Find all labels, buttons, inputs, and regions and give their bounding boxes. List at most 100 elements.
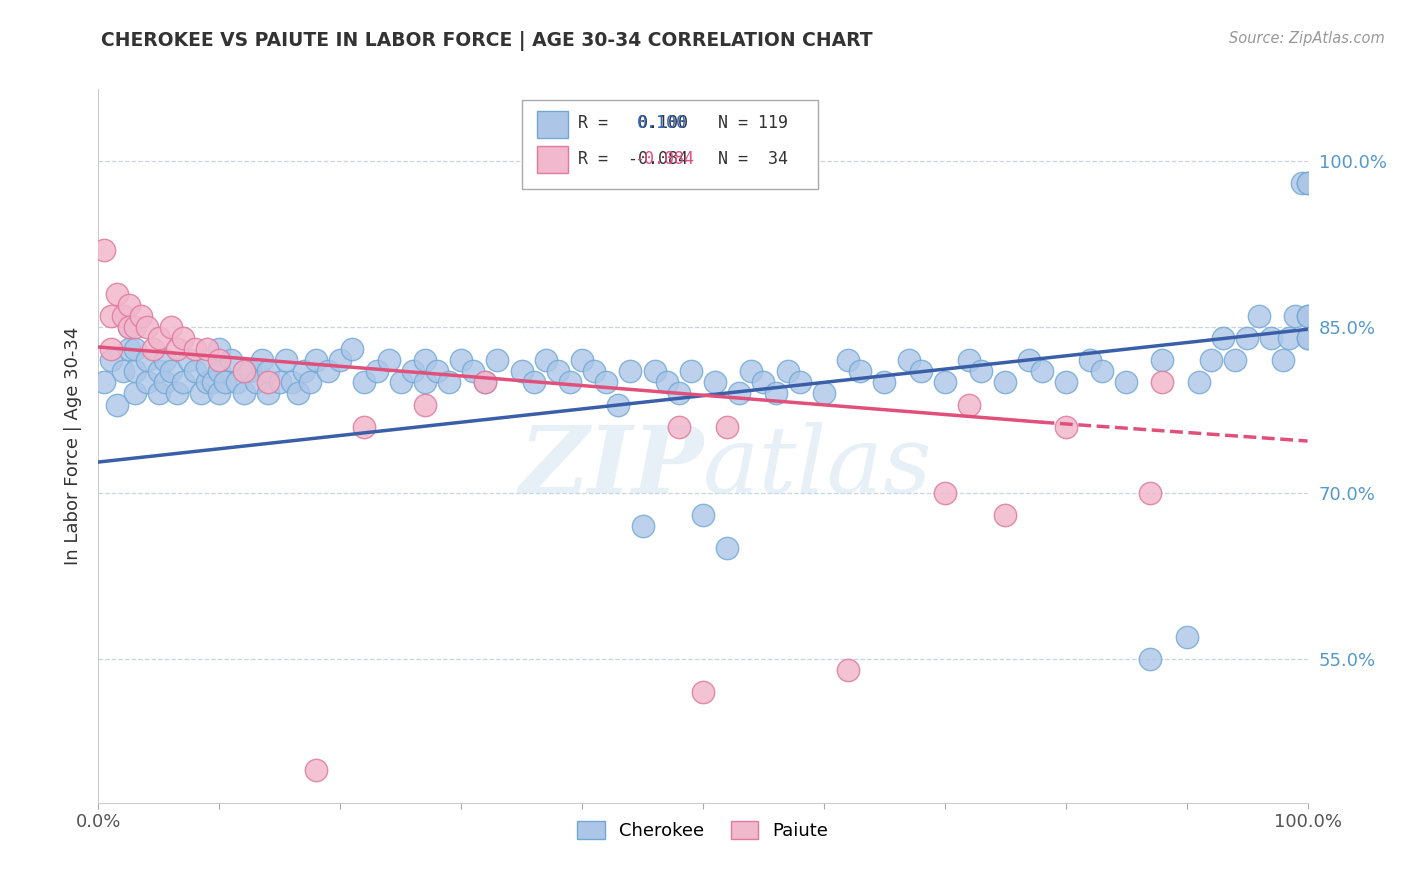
Point (239, 364, 262, 378)
Point (789, 376, 811, 390)
Point (232, 386, 254, 401)
Point (1078, 353, 1101, 368)
Text: R =  -0.084   N =  34: R = -0.084 N = 34 (578, 150, 789, 168)
Point (631, 519, 654, 533)
Point (153, 376, 176, 390)
Point (135, 320, 157, 334)
Point (1260, 331, 1282, 345)
Point (208, 353, 231, 368)
Point (426, 364, 449, 378)
Point (1296, 331, 1319, 345)
Point (111, 309, 134, 323)
Point (450, 353, 472, 368)
Point (202, 376, 225, 390)
Point (716, 541, 738, 556)
Point (135, 353, 157, 368)
Text: CHEROKEE VS PAIUTE IN LABOR FORCE | AGE 30-34 CORRELATION CHART: CHEROKEE VS PAIUTE IN LABOR FORCE | AGE … (101, 31, 873, 51)
Point (195, 359, 218, 373)
Point (366, 364, 388, 378)
Point (837, 663, 859, 677)
Point (1223, 353, 1246, 368)
Point (111, 364, 134, 378)
Point (135, 376, 157, 390)
Point (118, 320, 141, 334)
Point (1152, 353, 1174, 368)
Point (226, 376, 249, 390)
Point (105, 397, 128, 411)
Point (245, 376, 267, 390)
Point (148, 331, 170, 345)
Point (910, 364, 932, 378)
Point (208, 364, 231, 378)
Point (208, 386, 231, 401)
Point (413, 397, 436, 411)
Point (160, 320, 183, 334)
Point (1249, 309, 1271, 323)
Point (221, 353, 243, 368)
Point (1115, 376, 1137, 390)
Point (160, 364, 183, 378)
Point (957, 353, 980, 368)
Point (849, 364, 872, 378)
Point (190, 386, 212, 401)
Point (153, 353, 176, 368)
Point (402, 364, 425, 378)
Point (1278, 331, 1301, 345)
Point (558, 376, 581, 390)
Point (342, 342, 364, 356)
Y-axis label: In Labor Force | Age 30-34: In Labor Force | Age 30-34 (65, 326, 83, 566)
Point (619, 364, 641, 378)
Point (934, 486, 956, 500)
Point (692, 508, 714, 523)
Point (269, 376, 291, 390)
Point (1291, 176, 1313, 190)
Point (184, 364, 207, 378)
Point (752, 376, 775, 390)
Point (118, 298, 141, 312)
Point (510, 364, 533, 378)
Text: ZIP: ZIP (519, 423, 703, 512)
Point (571, 353, 593, 368)
Text: -0.084: -0.084 (634, 150, 695, 168)
Point (292, 364, 315, 378)
Point (305, 763, 328, 777)
Point (105, 286, 128, 301)
Point (1296, 176, 1319, 190)
Point (704, 376, 727, 390)
Point (100, 342, 122, 356)
Point (353, 376, 375, 390)
Point (994, 508, 1017, 523)
Point (1296, 331, 1319, 345)
Point (232, 364, 254, 378)
Text: 0.100: 0.100 (637, 114, 686, 132)
Point (1199, 353, 1222, 368)
Point (179, 353, 201, 368)
Point (353, 419, 375, 434)
Point (413, 353, 436, 368)
Point (813, 386, 835, 401)
Point (765, 386, 787, 401)
Point (1284, 309, 1306, 323)
Point (100, 353, 122, 368)
Point (1272, 353, 1295, 368)
Point (994, 376, 1017, 390)
Point (1296, 309, 1319, 323)
Point (195, 376, 218, 390)
Point (299, 376, 322, 390)
Point (329, 353, 352, 368)
Point (728, 386, 751, 401)
Point (740, 364, 762, 378)
Point (1152, 376, 1174, 390)
Point (124, 320, 146, 334)
Point (287, 386, 309, 401)
Point (668, 386, 690, 401)
Bar (537, 111, 568, 137)
Point (124, 364, 146, 378)
Point (1175, 630, 1198, 644)
Point (124, 342, 146, 356)
Point (1236, 331, 1258, 345)
Legend: Cherokee, Paiute: Cherokee, Paiute (571, 814, 835, 847)
Point (166, 342, 188, 356)
Point (389, 376, 412, 390)
Point (547, 364, 569, 378)
